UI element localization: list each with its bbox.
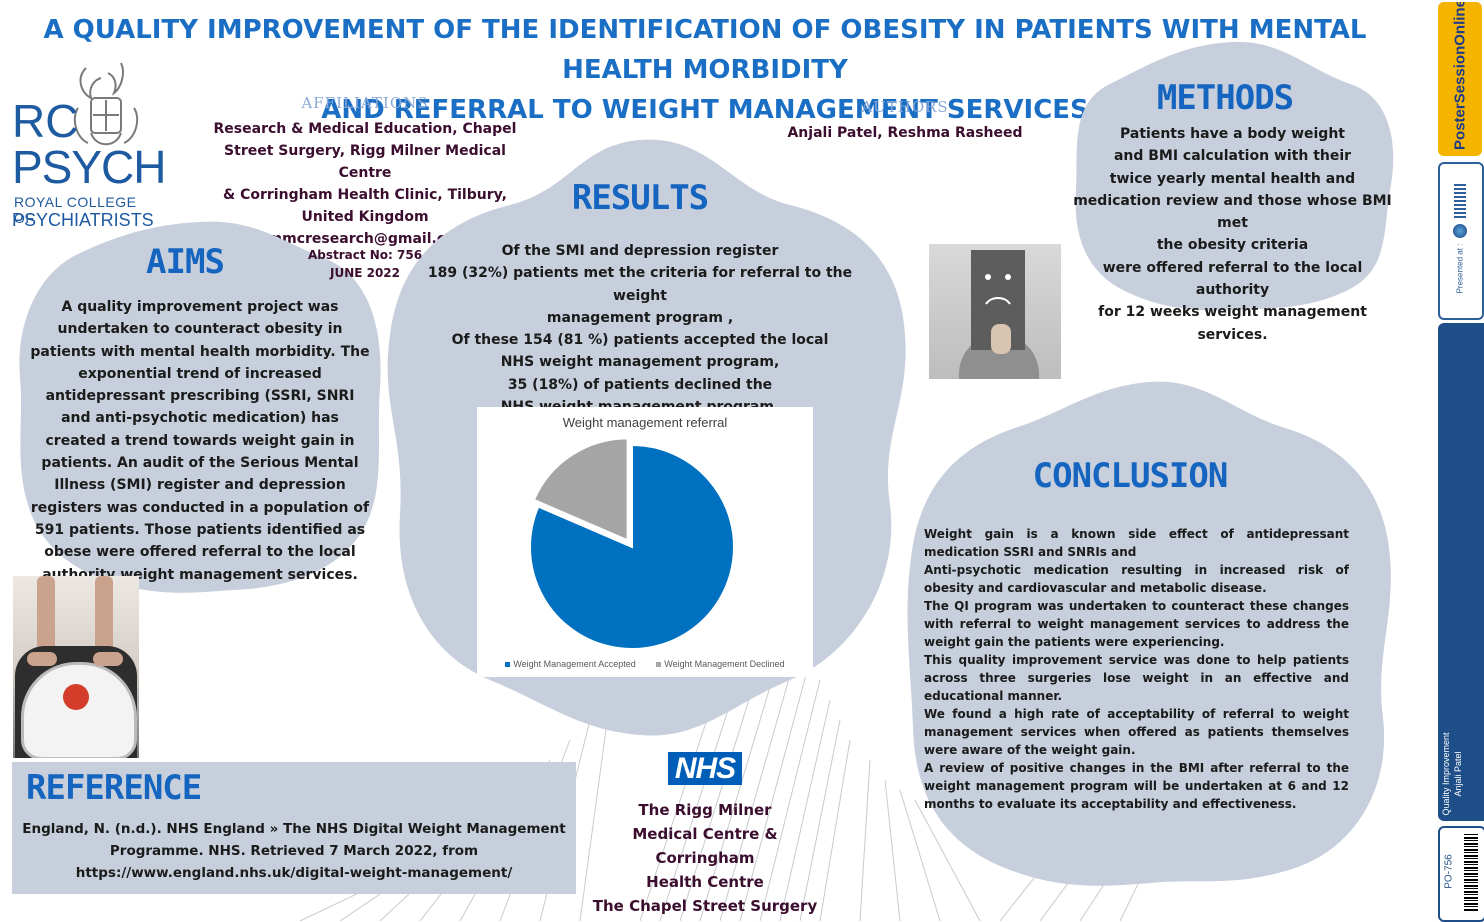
reference-heading: REFERENCE (26, 768, 202, 808)
affiliation-line: United Kingdom (301, 209, 429, 225)
methods-line: were offered referral to the local autho… (1102, 259, 1363, 299)
methods-heading: METHODS (1156, 78, 1294, 118)
chart-title: Weight management referral (562, 415, 728, 430)
results-text: Of the SMI and depression register 189 (… (420, 240, 860, 418)
nhs-logo: NHS (668, 752, 742, 785)
poster-title: A QUALITY IMPROVEMENT OF THE IDENTIFICAT… (0, 10, 1410, 130)
abstract-info: Abstract No: 756 JUNE 2022 (300, 246, 430, 282)
affiliations-text: Research & Medical Education, Chapel Str… (205, 118, 525, 250)
methods-text: Patients have a body weight and BMI calc… (1070, 123, 1395, 346)
methods-line: the obesity criteria (1156, 237, 1309, 254)
aims-blob (19, 221, 381, 593)
results-line: management program , (546, 309, 734, 326)
results-line: Of these 154 (81 %) patients accepted th… (451, 332, 829, 349)
sidebar-blue-panel: Quality Improvement Anjali Patel (1438, 323, 1484, 821)
affiliation-line: Research & Medical Education, Chapel (213, 121, 517, 137)
logo-rc: RC (12, 95, 79, 147)
sidebar-code-box: PO-756 (1438, 826, 1484, 922)
photo-hand (991, 324, 1011, 354)
conclusion-paragraph: We found a high rate of acceptability of… (924, 707, 1349, 757)
scale-photo (13, 576, 139, 758)
pie-slice-accepted (529, 443, 735, 650)
poster-title-line-2: AND REFERRAL TO WEIGHT MANAGEMENT SERVIC… (321, 95, 1089, 125)
presented-at-box: Presented at : (1438, 162, 1484, 320)
sidebar-category: Quality Improvement (1441, 732, 1451, 816)
methods-blob (1075, 41, 1394, 311)
poster-session-logo-text: PosterSessionOnline (1451, 2, 1469, 150)
photo-scale-dial (21, 662, 137, 758)
rcpsych-logo: RC PSYCH ROYAL COLLEGE OF PSYCHIATRISTS (8, 58, 166, 238)
legend-item-accepted: Weight Management Accepted (513, 659, 636, 669)
methods-line: for 12 weeks weight management services. (1098, 304, 1367, 343)
authors-names: Anjali Patel, Reshma Rasheed (787, 125, 1023, 141)
methods-line: medication review and those whose BMI me… (1073, 192, 1392, 232)
poster-title-line-1: A QUALITY IMPROVEMENT OF THE IDENTIFICAT… (43, 15, 1367, 85)
congress-logo-icon (1453, 224, 1467, 238)
barcode-icon (1464, 834, 1478, 912)
results-line: 35 (18%) of patients declined the (507, 376, 773, 393)
poster-session-logo: PosterSessionOnline (1438, 2, 1482, 156)
authors-block: AUTHORS Anjali Patel, Reshma Rasheed (780, 98, 1030, 141)
practice-line: Health Centre (646, 873, 764, 891)
reference-text: England, N. (n.d.). NHS England » The NH… (22, 821, 566, 881)
sidebar-code: PO-756 (1443, 854, 1455, 889)
abstract-date: JUNE 2022 (329, 266, 401, 280)
methods-line: twice yearly mental health and (1109, 170, 1356, 187)
results-line: Of the SMI and depression register (501, 243, 779, 259)
congress-logo-mark (1454, 184, 1466, 218)
chart-legend: Weight Management Accepted Weight Manage… (477, 659, 813, 669)
nhs-logo-text: NHS (674, 752, 736, 785)
reference-box (12, 762, 576, 894)
legend-item-declined: Weight Management Declined (664, 659, 785, 669)
conclusion-heading: CONCLUSION (1032, 456, 1229, 496)
practice-line: The Chapel Street Surgery (592, 897, 818, 915)
conclusion-paragraph: Anti-psychotic medication resulting in i… (924, 563, 1349, 595)
sad-mouth-icon (985, 297, 1011, 305)
photo-eye (985, 274, 991, 280)
affiliations-heading: AFFILIATIONS (301, 94, 429, 112)
affiliation-line: Street Surgery, Rigg Milner Medical Cent… (224, 143, 506, 181)
conclusion-paragraph: Weight gain is a known side effect of an… (924, 527, 1349, 559)
coat-of-arms-icon (73, 62, 139, 146)
conclusion-blob (907, 381, 1391, 886)
pie-slice-declined (532, 437, 629, 542)
results-line: NHS weight management program, (500, 354, 780, 371)
logo-line-2: PSYCHIATRISTS (12, 210, 154, 230)
logo-psych: PSYCH (12, 141, 166, 193)
photo-leg (37, 576, 55, 656)
aims-heading: AIMS (146, 242, 225, 282)
legend-swatch-accepted (505, 662, 511, 667)
affiliation-email: rmmcresearch@gmail.com (260, 231, 470, 247)
conclusion-paragraph: This quality improvement service was don… (924, 653, 1349, 703)
photo-eye (1005, 274, 1011, 280)
logo-line-1: ROYAL COLLEGE OF (14, 194, 137, 226)
photo-leg (95, 576, 113, 656)
methods-line: and BMI calculation with their (1113, 148, 1352, 165)
authors-heading: AUTHORS (861, 98, 949, 116)
pie-chart-panel: Weight management referral Weight Manage… (477, 407, 813, 677)
nhs-practices: The Rigg Milner Medical Centre & Corring… (585, 798, 825, 918)
photo-scale-center (63, 684, 89, 710)
conclusion-text: Weight gain is a known side effect of an… (924, 525, 1349, 813)
pie-chart (529, 437, 735, 650)
methods-line: Patients have a body weight (1120, 126, 1345, 142)
conclusion-paragraph: The QI program was undertaken to counter… (924, 599, 1349, 649)
photo-foot (27, 652, 57, 666)
aims-text: A quality improvement project was undert… (30, 299, 370, 583)
practice-line: Medical Centre & Corringham (632, 825, 778, 867)
practice-line: The Rigg Milner (638, 801, 772, 819)
abstract-number: Abstract No: 756 (307, 248, 423, 262)
sidebar-author: Anjali Patel (1453, 751, 1463, 797)
legend-swatch-declined (656, 662, 662, 667)
photo-foot (93, 652, 123, 666)
results-heading: RESULTS (571, 178, 709, 218)
conclusion-paragraph: A review of positive changes in the BMI … (924, 761, 1349, 811)
sad-face-photo (929, 244, 1061, 379)
poster-sidebar: PosterSessionOnline Presented at : Quali… (1430, 0, 1484, 922)
affiliations-block: AFFILIATIONS Research & Medical Educatio… (205, 94, 525, 250)
affiliation-line: & Corringham Health Clinic, Tilbury, (223, 187, 507, 203)
results-line: 189 (32%) patients met the criteria for … (427, 265, 853, 304)
